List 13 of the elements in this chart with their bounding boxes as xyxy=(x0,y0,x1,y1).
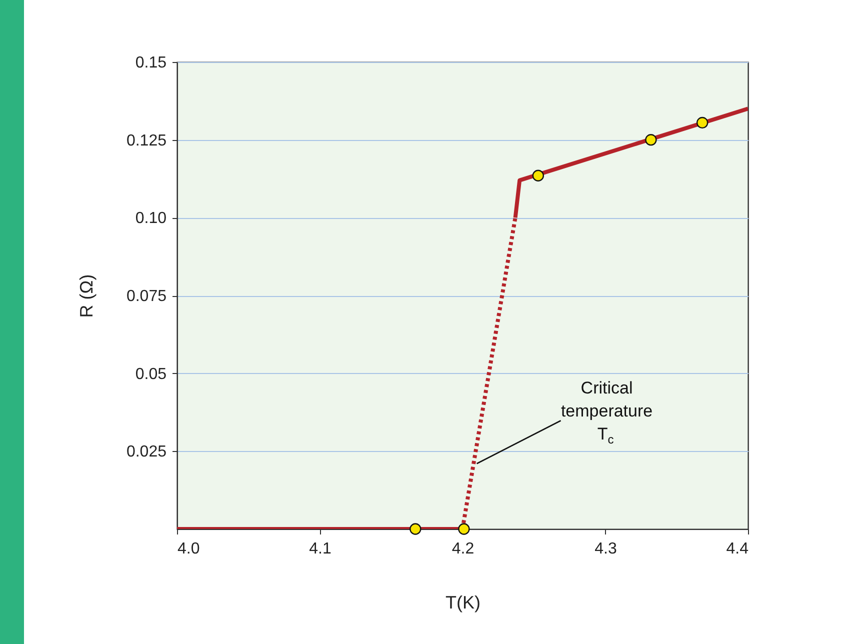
x-tick-label: 4.1 xyxy=(309,540,332,558)
y-tick-label: 0.15 xyxy=(135,54,167,72)
x-axis-title: T(K) xyxy=(446,592,480,612)
x-tick-label: 4.0 xyxy=(178,540,200,558)
y-tick-label: 0.025 xyxy=(126,444,167,461)
y-tick-label: 0.05 xyxy=(135,366,167,383)
y-tick-label: 0.075 xyxy=(126,288,167,305)
x-tick-label: 4.2 xyxy=(452,540,474,558)
x-tick-label: 4.4 xyxy=(726,540,749,558)
y-tick-label: 0.10 xyxy=(135,210,167,228)
y-tick-label: 0.125 xyxy=(126,132,167,150)
x-tick-label: 4.3 xyxy=(594,540,617,558)
y-axis-title: R (Ω) xyxy=(76,274,96,318)
